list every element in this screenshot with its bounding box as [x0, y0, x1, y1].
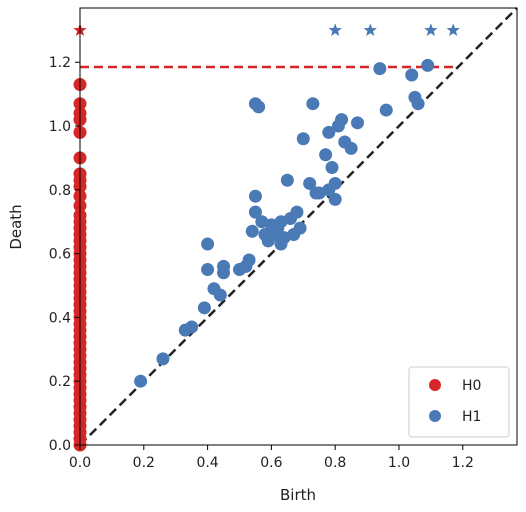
- point-h1: [217, 266, 231, 280]
- point-h1: [242, 253, 256, 267]
- point-h1: [245, 224, 259, 238]
- point-h1: [290, 205, 304, 219]
- legend-marker-h0: [429, 379, 441, 391]
- x-axis-label: Birth: [280, 486, 316, 504]
- y-axis-ticks: 0.0 0.2 0.4 0.6 0.8 1.0 1.2: [49, 55, 80, 454]
- point-h1: [293, 221, 307, 235]
- point-h1: [306, 97, 320, 111]
- x-tick-label: 0.2: [133, 455, 155, 471]
- point-h1: [411, 97, 425, 111]
- y-tick-label: 0.8: [49, 183, 71, 199]
- infinite-point-h1: [328, 23, 342, 36]
- point-h1: [303, 176, 317, 190]
- series-h1: [134, 23, 460, 388]
- y-tick-label: 0.2: [49, 374, 71, 390]
- legend-label-h0: H0: [462, 378, 481, 394]
- point-h1: [373, 62, 387, 76]
- x-tick-label: 0.8: [324, 455, 346, 471]
- point-h1: [197, 301, 211, 315]
- y-axis-label: Death: [7, 204, 25, 249]
- y-tick-label: 0.4: [49, 310, 71, 326]
- series-h0: [73, 23, 87, 452]
- x-tick-label: 0.0: [69, 455, 91, 471]
- point-h1: [319, 148, 333, 162]
- point-h1: [134, 374, 148, 388]
- point-h1: [185, 320, 199, 334]
- infinite-point-h1: [424, 23, 438, 36]
- y-tick-label: 1.2: [49, 55, 71, 71]
- x-axis-ticks: 0.0 0.2 0.4 0.6 0.8 1.0 1.2: [69, 445, 474, 471]
- point-h1: [248, 189, 262, 203]
- y-tick-label: 0.6: [49, 247, 71, 263]
- point-h1: [405, 68, 419, 82]
- point-h1: [421, 58, 435, 72]
- point-h1: [344, 141, 358, 155]
- point-h1: [351, 116, 365, 130]
- point-h1: [156, 352, 170, 366]
- point-h1: [213, 288, 227, 302]
- point-h1: [325, 160, 339, 174]
- point-h1: [296, 132, 310, 146]
- points-layer: [73, 23, 460, 452]
- point-h1: [201, 237, 215, 251]
- point-h1: [328, 192, 342, 206]
- point-h1: [280, 173, 294, 187]
- x-tick-label: 1.0: [388, 455, 410, 471]
- legend-box: [408, 366, 510, 438]
- infinite-point-h1: [363, 23, 377, 36]
- point-h1: [322, 125, 336, 139]
- x-tick-label: 0.6: [260, 455, 282, 471]
- legend-marker-h1: [429, 410, 441, 422]
- plot-frame: [79, 7, 518, 446]
- legend: H0 H1: [408, 366, 510, 438]
- point-h1: [201, 263, 215, 277]
- point-h1: [335, 113, 349, 127]
- point-h1: [248, 205, 262, 219]
- x-tick-label: 1.2: [452, 455, 474, 471]
- x-tick-label: 0.4: [196, 455, 218, 471]
- infinite-point-h1: [446, 23, 460, 36]
- y-tick-label: 0.0: [49, 438, 71, 454]
- point-h1: [328, 176, 342, 190]
- y-tick-label: 1.0: [49, 119, 71, 135]
- legend-label-h1: H1: [462, 409, 481, 425]
- point-h1: [252, 100, 266, 114]
- point-h1: [379, 103, 393, 117]
